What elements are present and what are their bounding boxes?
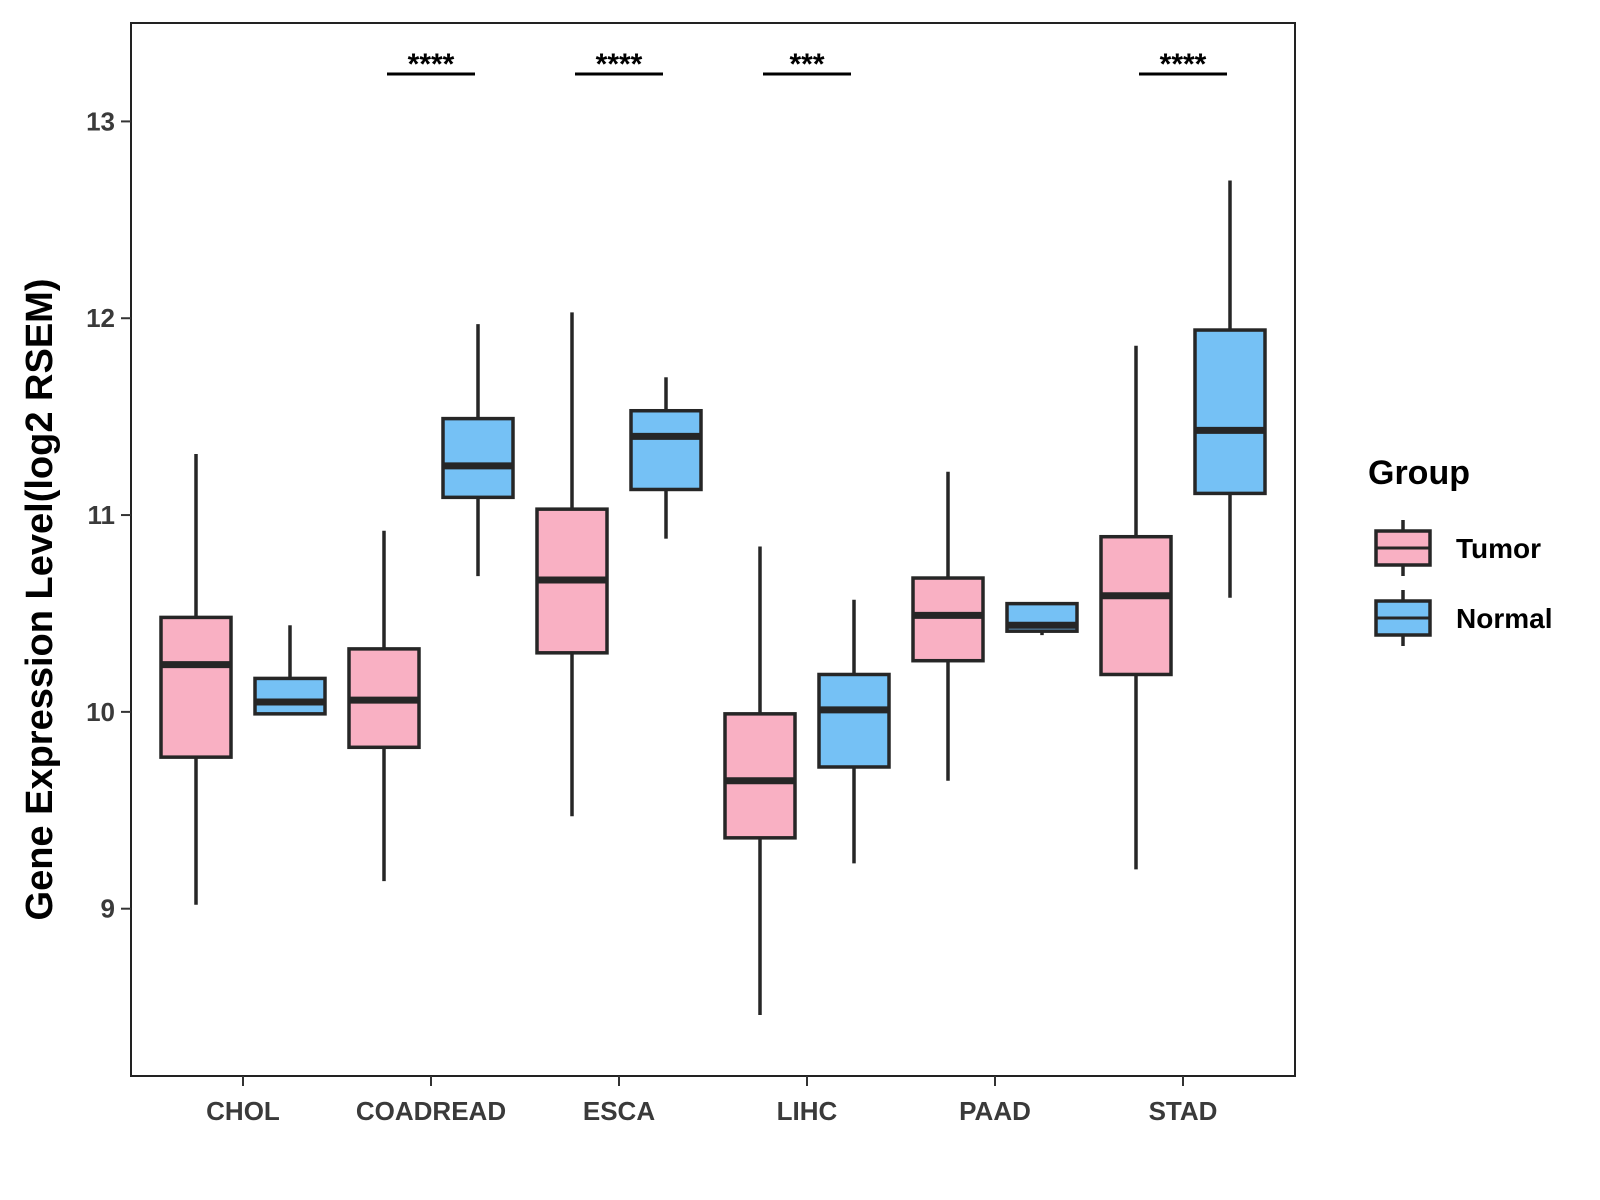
box-tumor-chol-iqr [159, 615, 233, 759]
y-axis-title: Gene Expression Level(log2 RSEM) [19, 279, 61, 921]
plot-panel-border [130, 22, 1296, 1077]
box-normal-esca-iqr [629, 408, 703, 492]
x-tick-label: PAAD [959, 1096, 1031, 1126]
x-tick-label: STAD [1149, 1096, 1218, 1126]
x-tick-label: COADREAD [356, 1096, 506, 1126]
box-tumor-stad-iqr [1099, 534, 1173, 677]
y-tick-label: 12 [86, 303, 115, 333]
significance-label-lihc: *** [789, 48, 824, 81]
x-tick-label: LIHC [777, 1096, 838, 1126]
legend-title: Group [1368, 454, 1470, 492]
significance-label-esca: **** [596, 48, 643, 81]
y-tick-label: 10 [86, 697, 115, 727]
y-tick-label: 13 [86, 106, 115, 136]
box-tumor-paad-iqr [911, 576, 985, 663]
box-tumor-lihc-iqr [723, 712, 797, 840]
legend-label-normal: Normal [1456, 603, 1552, 634]
box-normal-coadread-iqr [441, 416, 515, 500]
box-normal-lihc-iqr [817, 672, 891, 769]
y-tick-label: 11 [88, 500, 116, 530]
y-tick-label: 9 [101, 894, 115, 924]
box-normal-stad-iqr [1193, 328, 1267, 496]
box-normal-chol-iqr [253, 676, 327, 716]
legend-label-tumor: Tumor [1456, 533, 1541, 564]
x-tick-label: CHOL [206, 1096, 280, 1126]
significance-label-stad: **** [1160, 48, 1207, 81]
x-tick-label: ESCA [583, 1096, 655, 1126]
significance-label-coadread: **** [408, 48, 455, 81]
